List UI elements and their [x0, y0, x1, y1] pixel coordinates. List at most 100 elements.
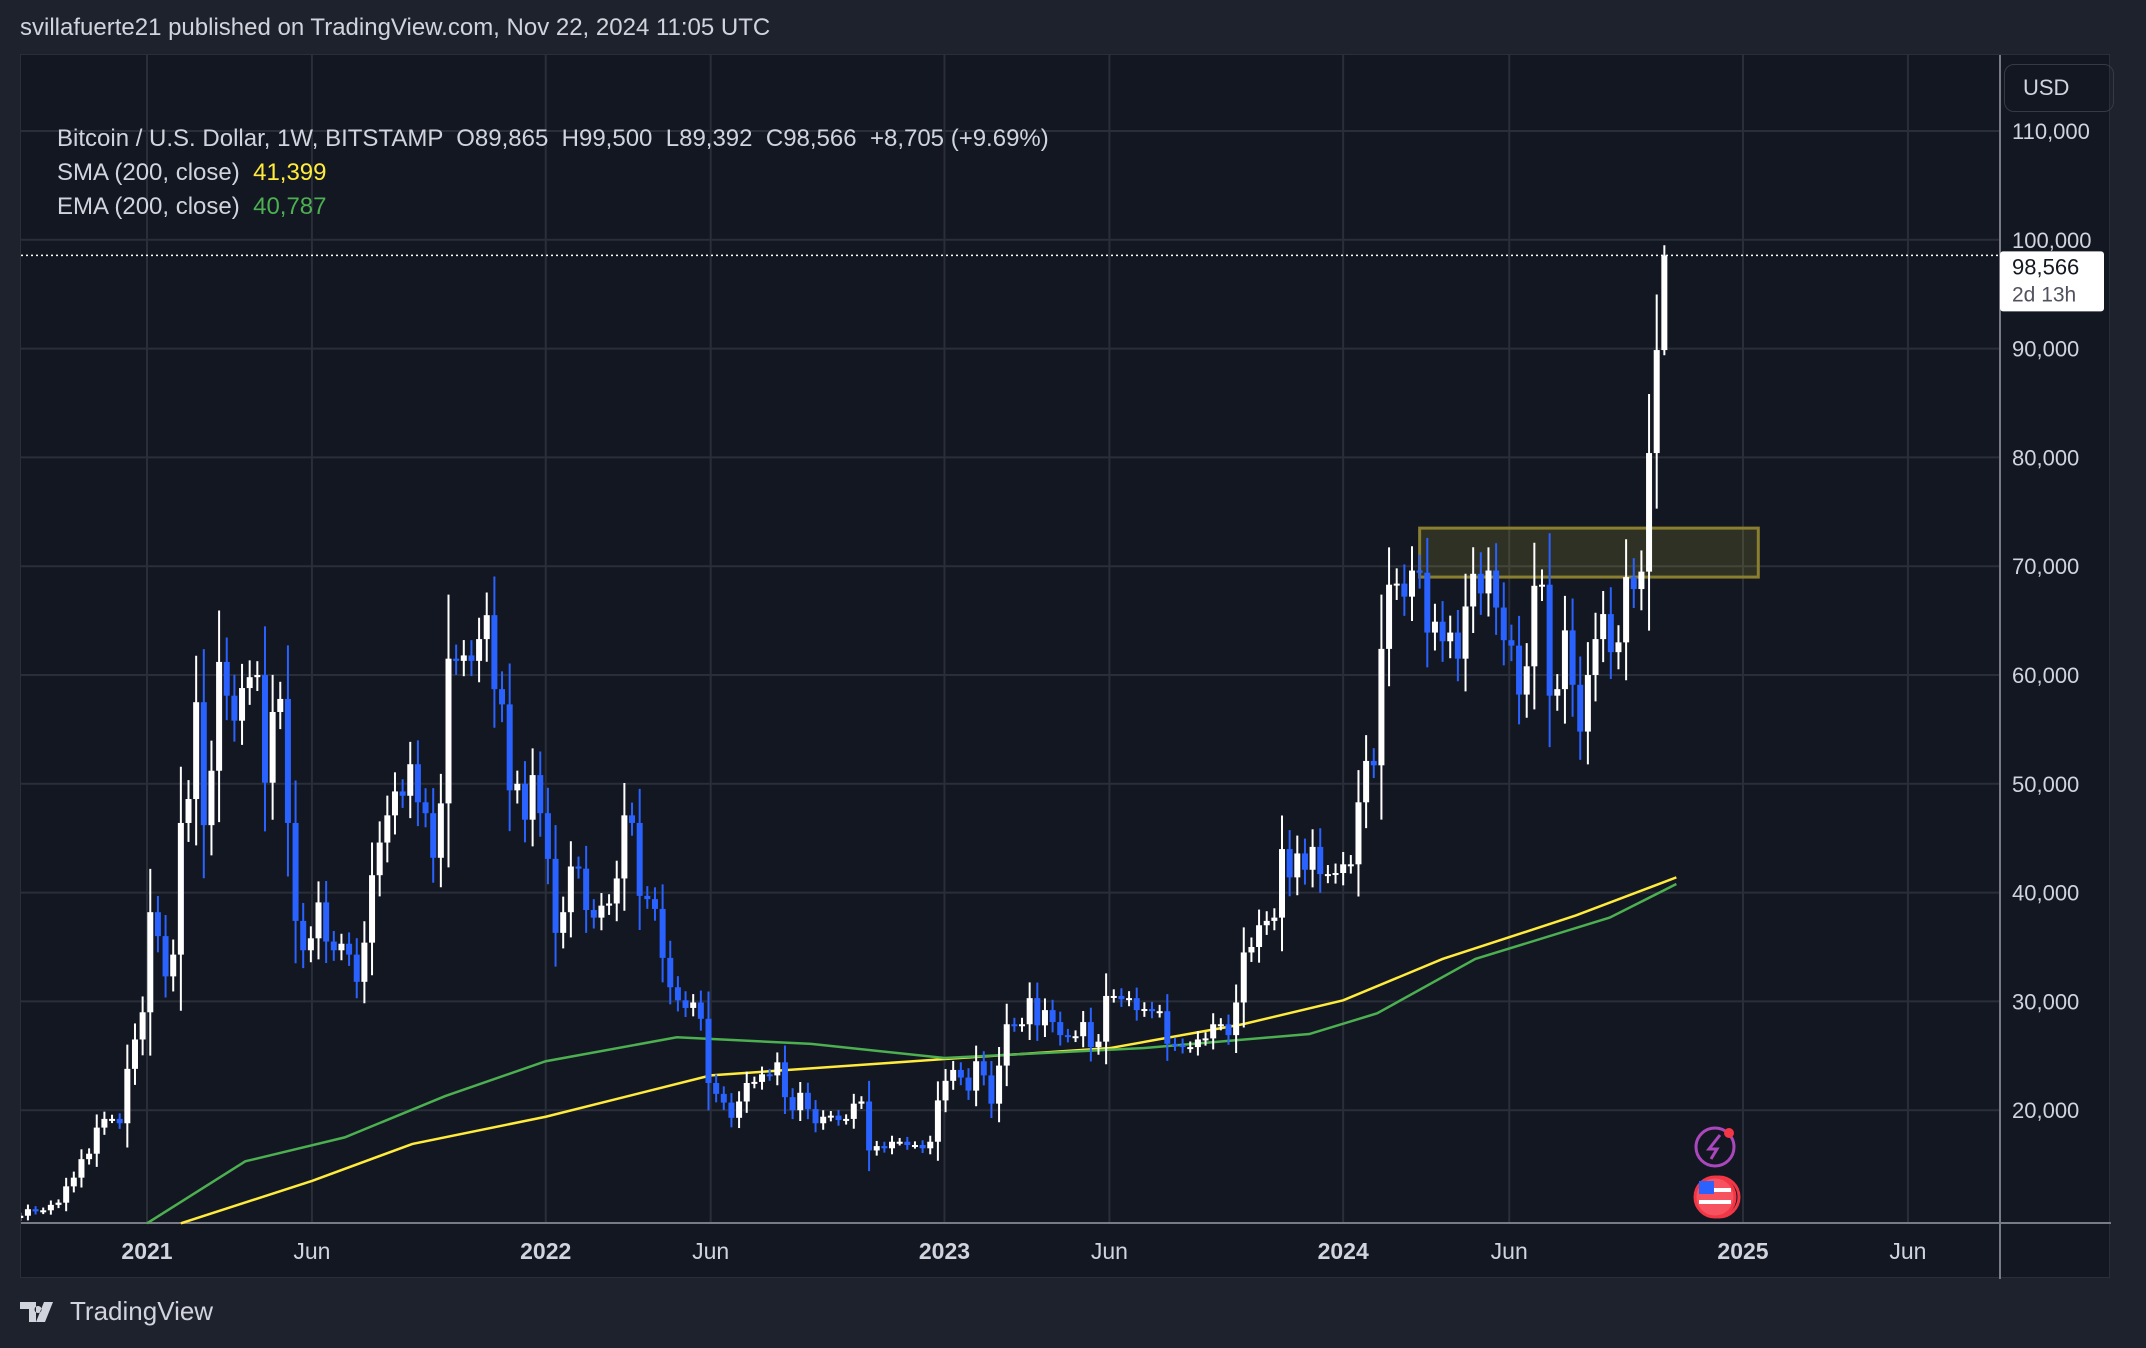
sma-legend[interactable]: SMA (200, close) 41,399	[57, 159, 327, 187]
candle-body	[1233, 1002, 1240, 1036]
y-tick-label: 70,000	[2012, 554, 2079, 579]
x-tick-label: Jun	[1491, 1238, 1528, 1264]
candle-body	[835, 1115, 842, 1120]
candle-body	[1049, 1010, 1056, 1023]
candle-body	[55, 1202, 62, 1205]
candle-body	[1095, 1041, 1102, 1048]
x-tick-label: 2021	[121, 1238, 172, 1264]
chart-panel[interactable]: 20,000 30,000 40,000 50,000 60,000 70,000 80,0…	[20, 54, 2111, 1279]
candle-body	[560, 912, 567, 933]
lightning-event-icon	[1694, 1126, 1736, 1168]
candle-body	[1592, 639, 1599, 675]
candle-body	[1118, 995, 1125, 1000]
candle-body	[261, 675, 268, 783]
candle-body	[911, 1145, 918, 1148]
candle-body	[529, 775, 536, 820]
candle-body	[1217, 1024, 1224, 1027]
candle-body	[1309, 846, 1316, 870]
candle-body	[21, 1215, 24, 1218]
candle-body	[1416, 570, 1423, 573]
candle-body	[1462, 606, 1469, 659]
y-tick-label: 80,000	[2012, 445, 2079, 470]
candle-body	[858, 1101, 865, 1104]
symbol-name: Bitcoin / U.S. Dollar, 1W, BITSTAMP	[57, 125, 443, 152]
candle-body	[590, 910, 597, 918]
candle-body	[1431, 621, 1438, 633]
candle-body	[820, 1116, 827, 1124]
candle-body	[1661, 255, 1668, 351]
candle-body	[437, 803, 444, 858]
candle-body	[613, 878, 620, 904]
candle-body	[950, 1069, 957, 1081]
ohlc-open: O89,865	[456, 125, 549, 152]
candle-body	[1294, 853, 1301, 878]
candle-body	[1554, 689, 1561, 696]
candle-body	[116, 1118, 123, 1124]
candle-body	[70, 1177, 77, 1187]
candle-body	[86, 1153, 93, 1160]
candle-body	[1080, 1022, 1087, 1037]
price-tag	[2000, 251, 2104, 312]
candle-body	[1332, 873, 1339, 876]
candle-body	[1317, 846, 1324, 875]
x-tick-label: 2022	[520, 1238, 571, 1264]
candle-body	[1301, 853, 1308, 870]
candle-body	[1271, 917, 1278, 921]
candle-body	[483, 615, 490, 640]
candle-body	[980, 1061, 987, 1076]
candle-body	[736, 1101, 743, 1118]
candle-body	[1630, 577, 1637, 590]
candle-body	[705, 1018, 712, 1083]
candle-body	[170, 954, 177, 977]
candle-body	[537, 775, 544, 814]
candle-body	[307, 938, 314, 951]
candle-body	[934, 1100, 941, 1142]
candle-body	[40, 1210, 47, 1213]
candle-body	[873, 1146, 880, 1151]
x-tick-label: 2025	[1717, 1238, 1768, 1264]
candle-body	[338, 943, 345, 951]
candle-body	[766, 1074, 773, 1077]
currency-button[interactable]: USD	[2004, 64, 2114, 112]
candle-body	[269, 711, 276, 783]
candle-body	[1386, 584, 1393, 649]
candle-body	[177, 822, 184, 955]
ohlc-change: +8,705 (+9.69%)	[869, 125, 1049, 152]
y-tick-label: 50,000	[2012, 772, 2079, 797]
ema-legend[interactable]: EMA (200, close) 40,787	[57, 193, 327, 221]
candle-body	[353, 954, 360, 982]
candle-body	[1279, 849, 1286, 918]
candle-body	[728, 1102, 735, 1118]
candle-body	[1500, 607, 1507, 641]
candle-body	[1470, 573, 1477, 607]
candle-body	[1485, 570, 1492, 594]
candle-body	[147, 912, 154, 1013]
candle-body	[1477, 573, 1484, 594]
candle-body	[804, 1092, 811, 1110]
candle-body	[896, 1141, 903, 1144]
candle-body	[445, 658, 452, 804]
candle-body	[1409, 570, 1416, 597]
candle-body	[759, 1074, 766, 1082]
candle-body	[330, 941, 337, 951]
candle-body	[781, 1062, 788, 1098]
candle-body	[927, 1141, 934, 1149]
price-chart[interactable]: 20,000 30,000 40,000 50,000 60,000 70,000 80,0…	[21, 55, 2111, 1279]
candle-body	[720, 1093, 727, 1103]
price-tag-countdown: 2d 13h	[2012, 283, 2076, 306]
candle-body	[1493, 570, 1500, 608]
candle-body	[1133, 998, 1140, 1011]
candle-body	[812, 1109, 819, 1124]
flag-canton	[1699, 1181, 1714, 1194]
candle-body	[1347, 864, 1354, 867]
candle-body	[1508, 640, 1515, 646]
candle-body	[1584, 675, 1591, 732]
candle-body	[957, 1069, 964, 1078]
y-tick-label: 40,000	[2012, 881, 2079, 906]
candle-body	[422, 802, 429, 814]
candle-body	[583, 868, 590, 911]
candle-body	[254, 675, 261, 678]
candle-body	[1424, 572, 1431, 633]
tradingview-logo[interactable]: TradingView	[20, 1296, 213, 1327]
candle-body	[216, 661, 223, 771]
